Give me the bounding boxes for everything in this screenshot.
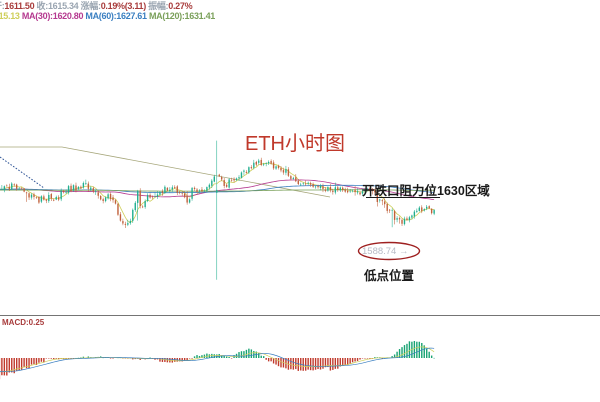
- svg-text:开跌口阻力位1630区域: 开跌口阻力位1630区域: [362, 183, 490, 198]
- svg-text:ETH小时图: ETH小时图: [245, 132, 345, 155]
- svg-text:低点位置: 低点位置: [363, 268, 415, 283]
- svg-text:MACD:0.25: MACD:0.25: [2, 318, 45, 327]
- svg-text:1588.74 →: 1588.74 →: [362, 246, 408, 257]
